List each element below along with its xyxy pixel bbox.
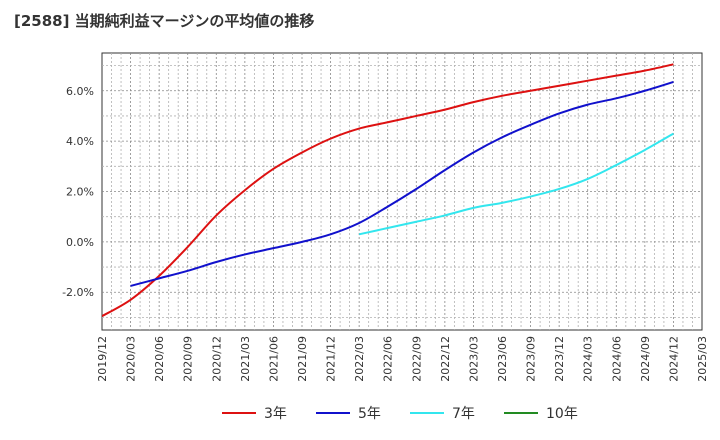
y-tick-label: 4.0%: [66, 135, 94, 148]
legend-label-3: 10年: [546, 406, 578, 422]
x-tick-label: 2024/03: [582, 336, 595, 382]
series-line-2: [358, 132, 674, 236]
y-tick-label: -2.0%: [62, 286, 94, 299]
x-tick-label: 2023/12: [553, 336, 566, 382]
series-line-1: [130, 81, 674, 287]
x-tick-label: 2025/03: [696, 336, 709, 382]
x-tick-label: 2022/09: [410, 336, 423, 382]
y-tick-label: 0.0%: [66, 236, 94, 249]
x-tick-label: 2020/03: [125, 336, 138, 382]
x-tick-label: 2020/06: [153, 336, 166, 382]
x-tick-label: 2024/09: [639, 336, 652, 382]
x-tick-label: 2023/09: [525, 336, 538, 382]
x-tick-label: 2023/06: [496, 336, 509, 382]
x-tick-label: 2022/03: [353, 336, 366, 382]
legend-label-2: 7年: [452, 406, 475, 422]
y-tick-label: 6.0%: [66, 85, 94, 98]
x-tick-label: 2019/12: [96, 336, 109, 382]
x-tick-label: 2020/09: [182, 336, 195, 382]
legend-label-0: 3年: [264, 406, 287, 422]
x-tick-label: 2021/03: [239, 336, 252, 382]
legend-label-1: 5年: [358, 406, 381, 422]
x-tick-label: 2023/03: [467, 336, 480, 382]
y-tick-label: 2.0%: [66, 186, 94, 199]
series-line-0: [102, 63, 674, 318]
x-tick-label: 2021/09: [296, 336, 309, 382]
x-tick-label: 2020/12: [210, 336, 223, 382]
x-tick-label: 2024/12: [667, 336, 680, 382]
x-tick-label: 2022/06: [382, 336, 395, 382]
x-tick-label: 2021/06: [267, 336, 280, 382]
x-tick-label: 2022/12: [439, 336, 452, 382]
x-tick-label: 2021/12: [325, 336, 338, 382]
x-tick-label: 2024/06: [610, 336, 623, 382]
chart-title: [2588] 当期純利益マージンの平均値の推移: [14, 12, 315, 30]
